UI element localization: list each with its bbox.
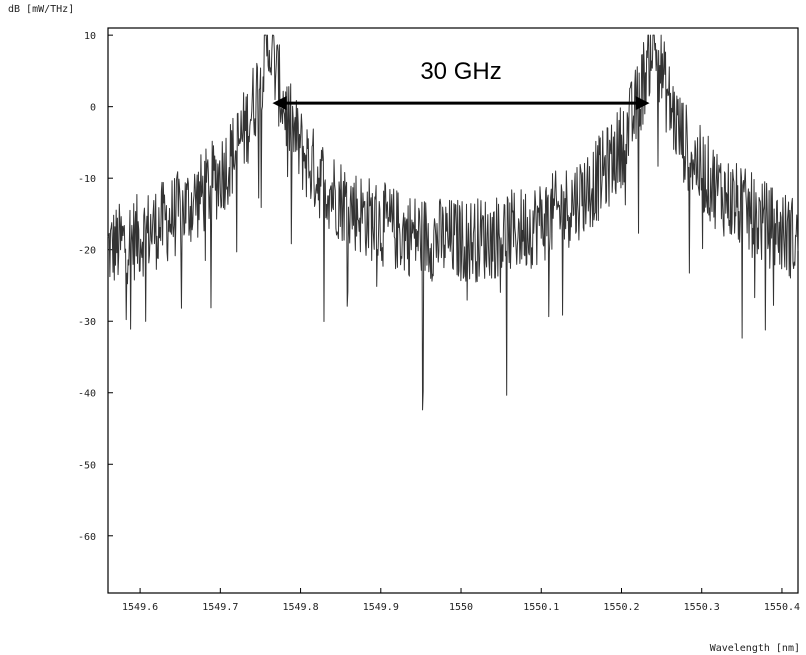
plot-frame xyxy=(107,27,799,594)
arrow-head-right xyxy=(635,96,650,111)
y-tick-label: -40 xyxy=(78,389,96,400)
y-axis-label: dB [mW/THz] xyxy=(8,4,74,15)
y-axis-ticks: 10 0 -10 -20 -30 -40 -50 -60 xyxy=(78,31,113,543)
y-tick-label: -30 xyxy=(78,317,96,328)
x-axis-label: Wavelength [nm] xyxy=(710,643,800,654)
y-tick-label: 0 xyxy=(90,103,96,114)
x-tick-label: 1550.4 xyxy=(764,602,800,613)
x-tick-label: 1549.7 xyxy=(202,602,238,613)
x-tick-label: 1550.2 xyxy=(603,602,639,613)
y-tick-label: -50 xyxy=(78,460,96,471)
y-tick-label: 10 xyxy=(84,31,96,42)
x-tick-label: 1550.3 xyxy=(684,602,720,613)
y-tick-label: -10 xyxy=(78,174,96,185)
plot-area: 10 0 -10 -20 -30 -40 -50 -60 1549.6 1549.7 1549.8… xyxy=(78,27,800,613)
x-tick-label: 1549.8 xyxy=(282,602,318,613)
spacing-label: 30 GHz xyxy=(420,58,501,85)
x-tick-label: 1550.1 xyxy=(523,602,559,613)
x-axis-ticks: 1549.6 1549.7 1549.8 1549.9 1550 1550.1 1550.2… xyxy=(122,588,800,613)
frequency-spacing-annotation: 30 GHz xyxy=(272,58,650,111)
x-tick-label: 1550 xyxy=(449,602,473,613)
arrow-head-left xyxy=(272,96,287,111)
spectrum-trace xyxy=(107,34,799,411)
y-tick-label: -20 xyxy=(78,246,96,257)
x-tick-label: 1549.6 xyxy=(122,602,158,613)
x-tick-label: 1549.9 xyxy=(363,602,399,613)
y-tick-label: -60 xyxy=(78,532,96,543)
